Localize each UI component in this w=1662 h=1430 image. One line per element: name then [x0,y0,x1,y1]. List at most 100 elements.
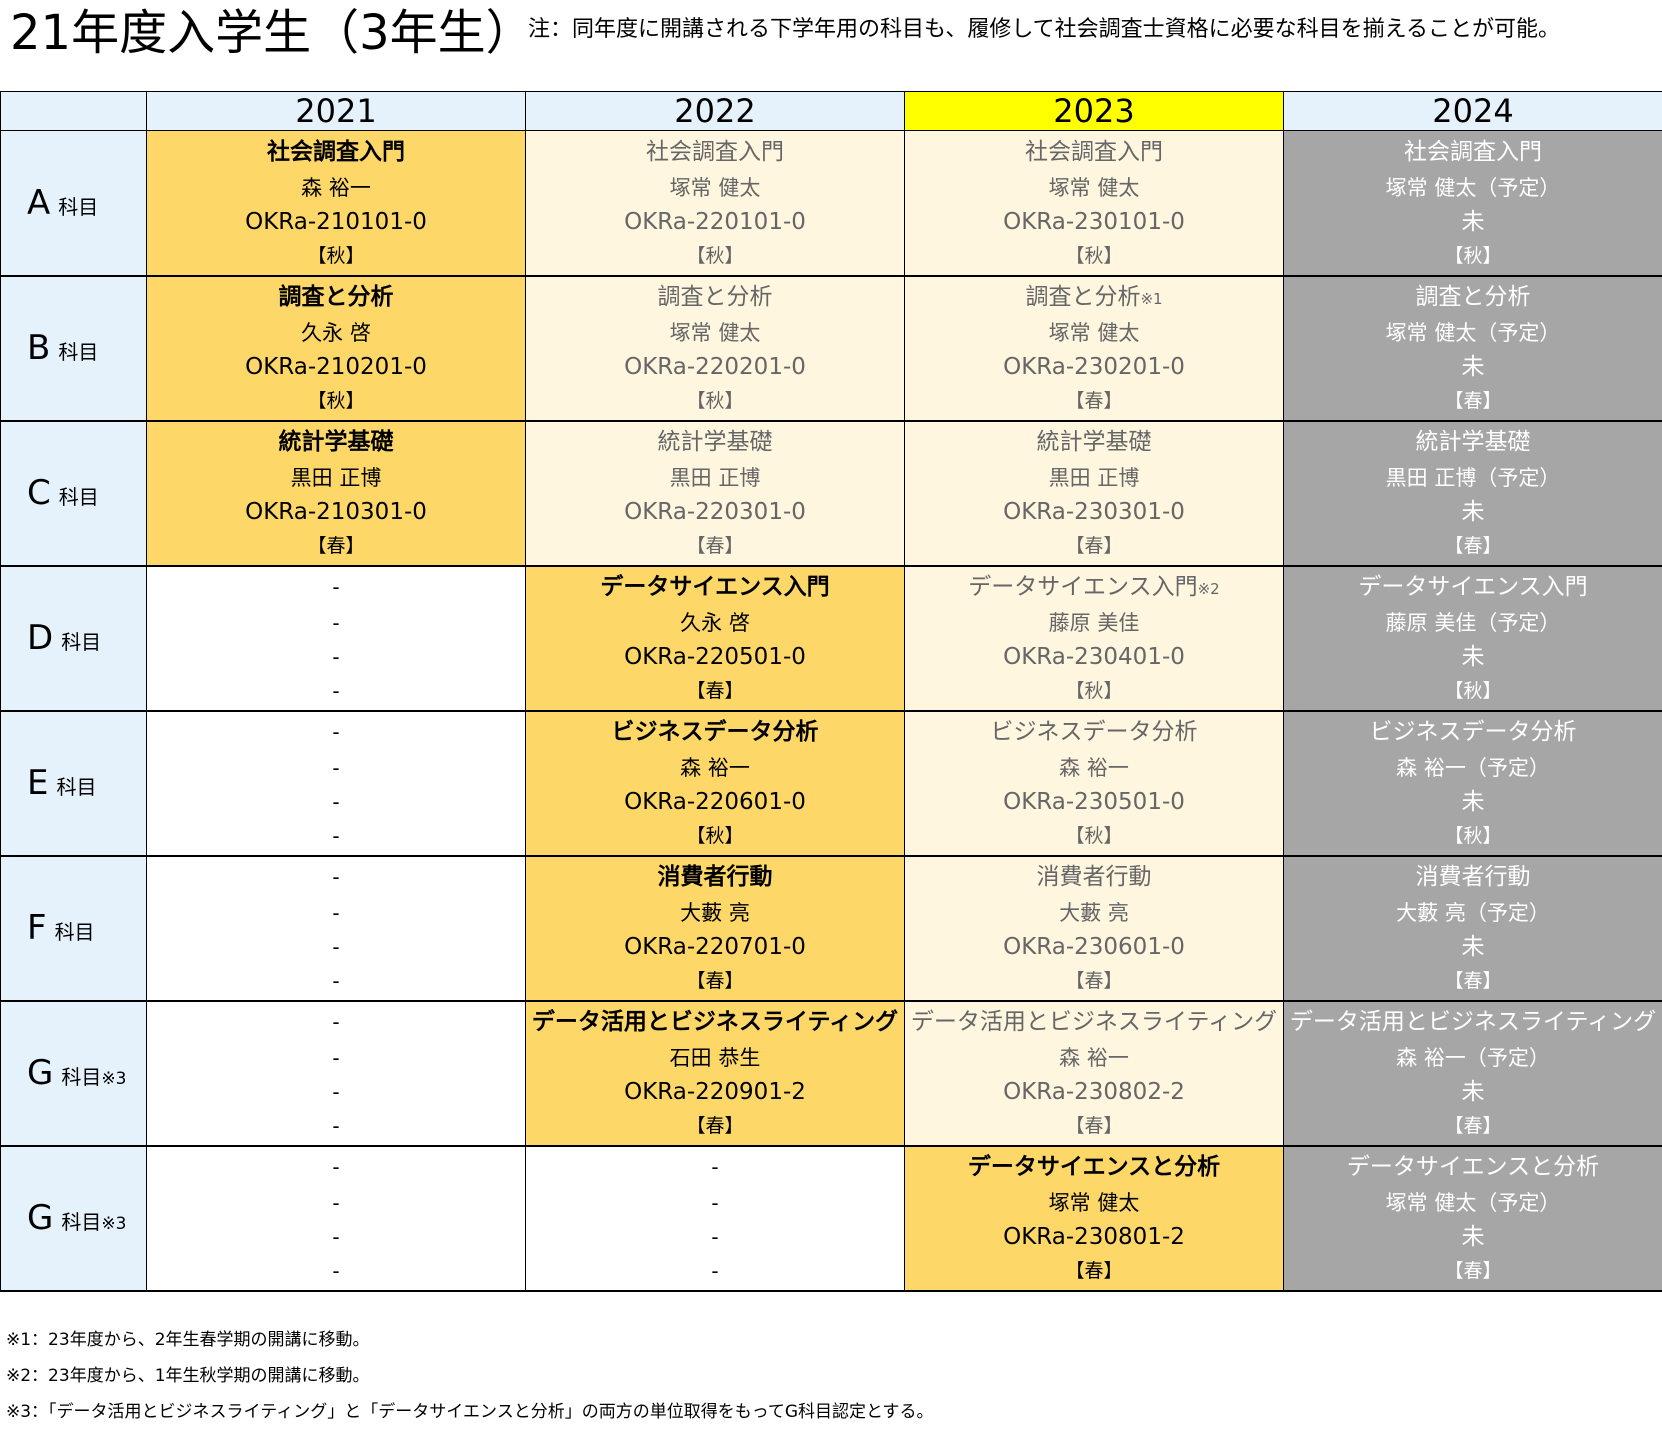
course-footnote-mark: ※1 [1140,290,1163,308]
course-code: OKRa-230401-0 [1003,644,1185,670]
course-name: 消費者行動 [657,864,773,890]
course-name-line: 統計学基礎 [1284,425,1662,461]
row-sub-label: 科目 [58,340,99,364]
course-code: - [332,1080,340,1104]
row-letter: B [27,328,51,368]
course-code: - [332,935,340,959]
row-sub-label: 科目 [54,920,95,944]
term: 【秋】 [1065,680,1123,702]
course-code: OKRa-230802-2 [1003,1079,1185,1105]
course-row: C 科目 統計学基礎 黒田 正博 OKRa-210301-0 【春】 統計学基礎 黒田 正博 O… [0,420,1662,566]
instructor: 大藪 亮（予定） [1396,901,1550,925]
course-cell-taken: データサイエンスと分析 塚常 健太 OKRa-230801-2 【春】 [904,1145,1284,1291]
term: 【春】 [1444,970,1502,992]
row-sub-label: 科目 [58,194,99,219]
course-name-line: ビジネスデータ分析 [905,715,1283,751]
term: 【春】 [686,535,744,557]
course-name: 消費者行動 [1415,864,1531,890]
course-cell-plan: データサイエンスと分析 塚常 健太（予定） 未【春】 [1283,1145,1662,1291]
course-name: 調査と分析 [278,284,394,310]
term: 【春】 [686,970,744,992]
course-code: OKRa-220201-0 [624,354,806,380]
course-name: データ活用とビジネスライティング [1289,1009,1657,1035]
course-cell-other: 調査と分析※1 塚常 健太 OKRa-230201-0 【春】 [904,275,1284,421]
course-cell-other: 社会調査入門 塚常 健太 OKRa-220101-0 【秋】 [525,130,905,276]
course-row: D 科目 - - - - データサイエンス入門 久永 啓 OKRa-220501-0 【春】 データ… [0,565,1662,711]
row-sub-label: 科目 [61,1065,102,1089]
instructor: 森 裕一（予定） [1396,1046,1550,1070]
course-code: OKRa-210101-0 [245,208,427,235]
term: 【春】 [307,535,365,557]
course-cell-empty: - - - - [146,1000,526,1146]
course-name: 調査と分析 [1025,284,1141,310]
row-letter: D [27,618,54,658]
course-cell-other: 調査と分析塚常 健太 OKRa-220201-0 【秋】 [525,275,905,421]
row-footnote-mark: ※3 [101,1069,127,1089]
term: 【秋】 [686,825,744,847]
course-code: OKRa-230301-0 [1003,499,1185,525]
course-cell-empty: - - - - [146,710,526,856]
instructor: 塚常 健太 [669,321,761,345]
course-name-line: 調査と分析 [526,280,904,316]
course-row: G 科目※3 - - - - - - - - データサイエンスと分析 塚常 健太 OKRa-230801… [0,1145,1662,1291]
term: 【春】 [1065,1115,1123,1137]
course-name: 統計学基礎 [1415,429,1531,455]
course-code: 未 [1461,1224,1485,1250]
course-name-line: 社会調査入門 [526,135,904,171]
term: - [332,824,340,848]
row-letter: E [27,763,49,803]
course-table: 2021 2022 2023 2024 A 科目 社会調査入門森 裕一 OKRa-21… [0,91,1662,1292]
course-name: 社会調査入門 [1025,138,1163,165]
course-name-line: 消費者行動 [526,860,904,896]
instructor: - [332,611,340,635]
row-letter: A [27,182,51,223]
course-name: ビジネスデータ分析 [990,719,1198,745]
course-name: - [332,865,340,889]
term: 【秋】 [686,244,744,267]
row-sub-label: 科目 [61,1210,102,1234]
course-name: 消費者行動 [1036,864,1152,890]
corner-cell [0,91,147,131]
instructor: 森 裕一 [1059,1046,1129,1070]
course-name-line: ビジネスデータ分析 [1284,715,1662,751]
term: 【春】 [1065,970,1123,992]
row-label: B 科目 [0,275,147,421]
page-note: 注：同年度に開講される下学年用の科目も、履修して社会調査士資格に必要な科目を揃え… [528,17,1561,42]
term: 【秋】 [686,390,744,412]
instructor: - [332,1191,340,1215]
course-cell-taken: 調査と分析 久永 啓 OKRa-210201-0 【秋】 [146,275,526,421]
course-name-line: - [147,1150,525,1186]
course-code: OKRa-220501-0 [624,644,806,670]
row-label: G 科目※3 [0,1145,147,1291]
course-code: OKRa-210301-0 [245,499,427,525]
course-name-line: 調査と分析※1 [905,280,1283,316]
term: 【春】 [1444,535,1502,557]
course-cell-empty: - - - - [146,855,526,1001]
course-cell-other: 社会調査入門 塚常 健太 OKRa-230101-0 【秋】 [904,130,1284,276]
course-name: 調査と分析 [1415,284,1531,310]
course-name-line: 統計学基礎 [147,425,525,461]
course-code: 未 [1461,1079,1485,1105]
course-cell-plan: データサイエンス入門 藤原 美佳（予定） 未【秋】 [1283,565,1662,711]
course-name-line: データ活用とビジネスライティング [905,1005,1283,1041]
course-name: 統計学基礎 [1036,429,1152,455]
course-name: - [332,1155,340,1179]
term: 【秋】 [1065,825,1123,847]
course-name-line: 調査と分析 [147,280,525,316]
course-code: OKRa-230801-2 [1003,1224,1185,1250]
instructor: 藤原 美佳 [1048,611,1140,635]
instructor: 塚常 健太 [1048,1191,1140,1215]
instructor: 塚常 健太 [1048,321,1140,345]
footnote-3: ※3：「データ活用とビジネスライティング」と「データサイエンスと分析」の両方の単… [6,1402,934,1422]
instructor: 塚常 健太 [669,175,761,200]
course-cell-plan: 調査と分析 塚常 健太（予定） 未【春】 [1283,275,1662,421]
course-cell-plan: 統計学基礎 黒田 正博（予定） 未【春】 [1283,420,1662,566]
term: 【秋】 [307,390,365,412]
course-row: E 科目 - - - - ビジネスデータ分析森 裕一 OKRa-220601-0 【秋】 ビジネス… [0,710,1662,856]
term: 【春】 [1065,535,1123,557]
course-code: - [332,1225,340,1249]
course-code: 未 [1461,644,1485,670]
course-name: データサイエンス入門 [600,574,830,600]
course-code: 未 [1461,789,1485,815]
course-row: G 科目※3 - - - - データ活用とビジネスライティング 石田 恭生 OKRa-22090… [0,1000,1662,1146]
